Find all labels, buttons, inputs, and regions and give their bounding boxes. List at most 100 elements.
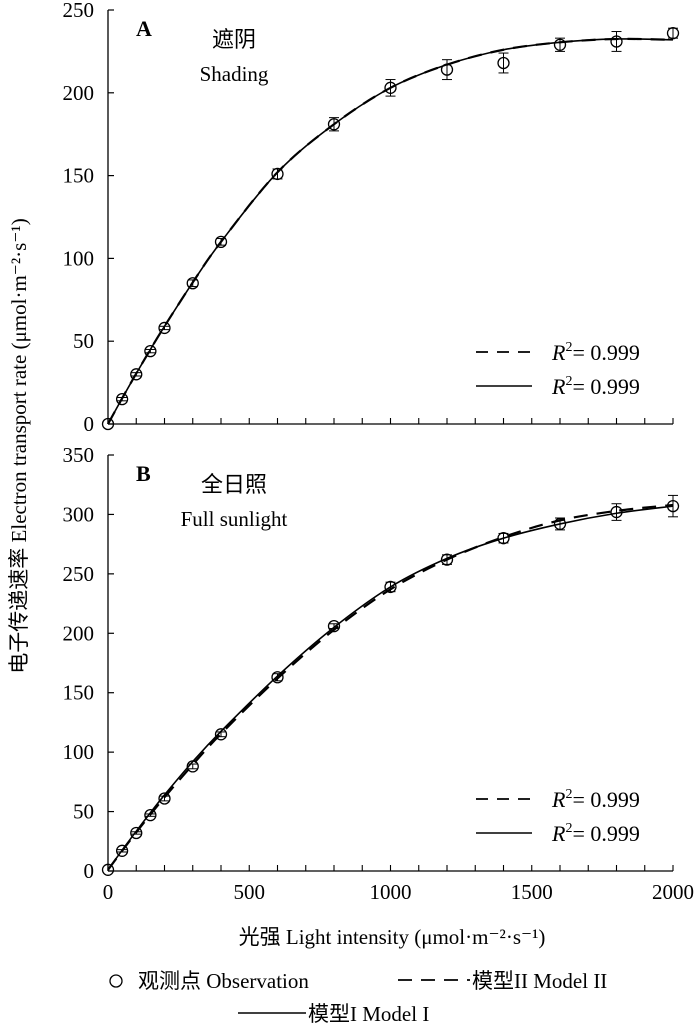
x-tick-label: 0 bbox=[103, 880, 114, 904]
observation-point bbox=[327, 117, 341, 132]
observation-point bbox=[666, 494, 680, 518]
observation-point bbox=[271, 671, 284, 684]
observation-marker bbox=[186, 277, 199, 290]
panel-title-zh: 遮阴 bbox=[212, 27, 256, 52]
observation-point bbox=[158, 321, 171, 335]
observation-marker bbox=[553, 517, 567, 531]
observation-point bbox=[144, 344, 157, 358]
legend-model2-label: 模型II Model II bbox=[472, 969, 607, 993]
y-tick-label: 250 bbox=[63, 0, 95, 22]
observation-point bbox=[666, 27, 680, 40]
observation-marker bbox=[610, 505, 623, 519]
legend-observation-marker bbox=[109, 974, 123, 988]
observation-marker bbox=[144, 344, 157, 358]
panel-letter: A bbox=[136, 16, 152, 41]
figure-legend: 观测点 Observation 模型II Model II 模型I Model … bbox=[109, 969, 607, 1026]
panel-title-en: Full sunlight bbox=[181, 507, 288, 531]
observation-marker bbox=[440, 63, 454, 76]
y-tick-label: 200 bbox=[63, 621, 95, 645]
observation-marker bbox=[130, 368, 143, 381]
y-tick-label: 50 bbox=[73, 329, 94, 353]
panel-title-en: Shading bbox=[200, 62, 269, 86]
observation-marker bbox=[214, 728, 228, 741]
observation-point bbox=[384, 580, 397, 594]
observation-point bbox=[497, 532, 510, 545]
y-tick-label: 250 bbox=[63, 562, 95, 586]
x-tick-label: 1000 bbox=[370, 880, 412, 904]
observation-point bbox=[214, 235, 228, 248]
observation-point bbox=[186, 760, 199, 773]
x-axis-label: 光强 Light intensity (μmol·m⁻²·s⁻¹) bbox=[239, 925, 546, 949]
y-tick-label: 0 bbox=[84, 412, 95, 436]
observation-point bbox=[115, 844, 129, 857]
legend-model1-label: 模型I Model I bbox=[308, 1002, 429, 1026]
observation-marker bbox=[327, 620, 341, 633]
observation-marker bbox=[271, 167, 284, 181]
r2-legend-label: R2= 0.999 bbox=[551, 787, 640, 812]
observation-marker bbox=[130, 826, 143, 840]
observation-point bbox=[101, 417, 115, 431]
y-tick-label: 200 bbox=[63, 81, 95, 105]
x-tick-label: 2000 bbox=[652, 880, 694, 904]
observation-point bbox=[553, 37, 567, 52]
observation-marker bbox=[271, 671, 284, 684]
observation-point bbox=[440, 59, 454, 81]
observation-marker bbox=[158, 321, 171, 335]
observation-point bbox=[384, 79, 397, 97]
panel-a: 0 50 100 150 200 250 A 遮阴 Shading R2= 0.999 R2= 0.… bbox=[63, 0, 680, 436]
observation-point bbox=[553, 517, 567, 531]
observation-point bbox=[144, 808, 157, 822]
y-tick-label: 100 bbox=[63, 740, 95, 764]
observation-marker bbox=[666, 27, 680, 40]
observation-marker bbox=[158, 792, 171, 805]
observation-marker bbox=[440, 553, 454, 566]
y-tick-label: 150 bbox=[63, 681, 95, 705]
observation-marker bbox=[115, 844, 129, 857]
observation-marker bbox=[384, 580, 397, 594]
y-tick-label: 100 bbox=[63, 246, 95, 270]
observation-point bbox=[497, 52, 510, 74]
observation-marker bbox=[101, 863, 115, 876]
r2-legend-label: R2= 0.999 bbox=[551, 340, 640, 365]
observation-point bbox=[610, 503, 623, 521]
observation-marker bbox=[101, 417, 115, 431]
observation-marker bbox=[327, 118, 341, 131]
observation-marker bbox=[186, 760, 199, 773]
observation-marker bbox=[384, 81, 397, 94]
observation-point bbox=[130, 368, 143, 381]
observation-point bbox=[101, 863, 115, 876]
observation-point bbox=[186, 277, 199, 290]
legend-observation-label: 观测点 Observation bbox=[138, 969, 309, 993]
y-tick-label: 350 bbox=[63, 443, 95, 467]
observation-marker bbox=[666, 499, 680, 513]
observation-point bbox=[130, 826, 143, 840]
series-model-ii-line bbox=[107, 503, 674, 871]
panel-title-zh: 全日照 bbox=[201, 472, 267, 497]
x-tick-label: 1500 bbox=[511, 880, 553, 904]
r2-legend-label: R2= 0.999 bbox=[551, 374, 640, 399]
observation-marker bbox=[497, 56, 510, 70]
observation-marker bbox=[497, 532, 510, 545]
series-model-i-line bbox=[107, 38, 674, 425]
observation-point bbox=[610, 31, 623, 52]
observation-point bbox=[214, 728, 228, 741]
panel-b: 0 50 100 150 200 250 300 350 0 500 1000 1500 2000 B 全日… bbox=[63, 443, 695, 904]
observation-marker bbox=[214, 235, 228, 248]
observation-marker bbox=[553, 38, 567, 51]
y-axis-label: 电子传递速率 Electron transport rate (μmol·m⁻²… bbox=[7, 218, 31, 673]
y-tick-label: 150 bbox=[63, 164, 95, 188]
x-tick-label: 500 bbox=[234, 880, 266, 904]
series-model-i-line bbox=[107, 505, 674, 871]
observation-marker bbox=[610, 35, 623, 48]
observation-point bbox=[115, 393, 129, 406]
y-tick-label: 50 bbox=[73, 800, 94, 824]
observation-point bbox=[440, 553, 454, 566]
y-tick-label: 300 bbox=[63, 502, 95, 526]
observation-marker bbox=[115, 393, 129, 406]
observation-marker bbox=[144, 808, 157, 822]
observation-point bbox=[327, 620, 341, 633]
r2-legend-label: R2= 0.999 bbox=[551, 821, 640, 846]
y-tick-label: 0 bbox=[84, 859, 95, 883]
observation-point bbox=[158, 792, 171, 805]
